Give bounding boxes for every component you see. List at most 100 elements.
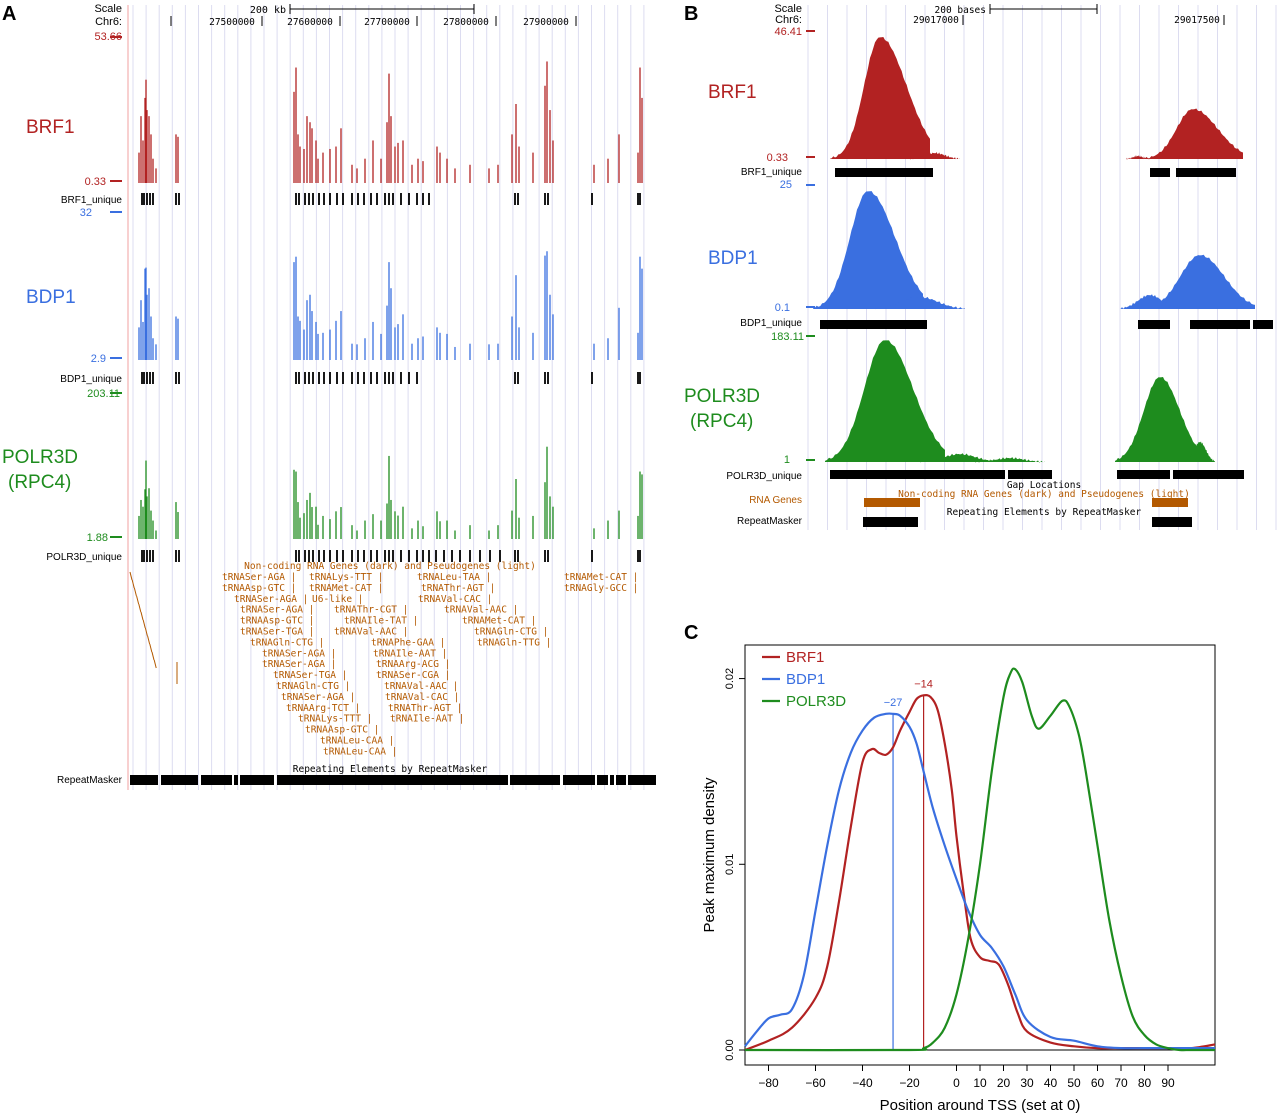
rna-tick — [142, 619, 146, 629]
signal-peak — [910, 152, 960, 160]
panel-b: B Scale Chr6: 200 bases 29017000 29017500… — [684, 3, 1277, 530]
panel-a-scale-label: Scale — [94, 3, 122, 15]
x-tick-label: −60 — [805, 1076, 826, 1090]
a-rna-header: Non-coding RNA Genes (dark) and Pseudoge… — [244, 561, 536, 572]
unique-block — [1173, 470, 1244, 479]
annotation-label: −27 — [884, 697, 903, 709]
repeat-block — [863, 517, 918, 527]
a-bdp1-min: 2.9 — [91, 353, 106, 365]
repeat-block — [616, 775, 626, 785]
x-tick-label: 30 — [1020, 1076, 1034, 1090]
a-rna-left-ticks — [129, 571, 178, 684]
x-tick-label: 0 — [953, 1076, 960, 1090]
a-polr3d-max: 203.11 — [87, 388, 120, 400]
rna-gene-label: tRNASer-AGA | — [262, 659, 336, 670]
b-coord-label: 29017500 — [1174, 15, 1220, 26]
b-polr3d-unique-blocks — [830, 470, 1244, 479]
signal-peak — [813, 191, 923, 309]
a-brf1-unique-marks — [141, 193, 641, 205]
series-line-bdp1 — [744, 712, 1215, 1050]
legend-label: BRF1 — [786, 649, 824, 666]
x-tick-label: −20 — [899, 1076, 920, 1090]
rna-tick — [131, 579, 135, 589]
panel-a: A Scale Chr6: 200 kb 27500000 27600000 277… — [2, 3, 656, 790]
rna-gene-label: tRNAVal-AAC | — [444, 605, 518, 616]
a-polr3d-name-1: POLR3D — [2, 447, 78, 468]
a-bdp1-name: BDP1 — [26, 287, 76, 308]
a-brf1-name: BRF1 — [26, 117, 75, 138]
rna-tick — [151, 651, 155, 661]
unique-block — [830, 470, 1005, 479]
b-bdp1-signal — [813, 191, 1255, 310]
rna-gene-label: tRNAArg-ACG | — [376, 659, 450, 670]
rna-tick — [153, 659, 157, 669]
panel-b-scale-label: Scale — [774, 3, 802, 15]
signal-peak — [1126, 155, 1150, 160]
b-bdp1-unique-label: BDP1_unique — [740, 318, 802, 329]
rna-gene-label: tRNAIle-TAT | — [344, 616, 418, 627]
unique-block — [1138, 320, 1170, 329]
x-tick-label: −40 — [852, 1076, 873, 1090]
chart-x-axis-title: Position around TSS (set at 0) — [880, 1097, 1081, 1114]
a-brf1-unique-label: BRF1_unique — [61, 195, 123, 206]
x-tick-label: 40 — [1044, 1076, 1058, 1090]
chart-plot: −80 −60 −40 −20 0 10 20 30 40 50 60 70 80 90 0.00 0.01 0… — [724, 667, 1216, 1090]
rna-gene-label: tRNAGln-TTG | — [477, 637, 551, 648]
unique-block — [1190, 320, 1250, 329]
b-rna-label: RNA Genes — [749, 495, 802, 506]
rna-gene-label: tRNASer-AGA | — [234, 594, 308, 605]
y-tick-label: 0.01 — [724, 854, 736, 875]
b-coord-label: 29017000 — [913, 15, 959, 26]
y-tick-label: 0.00 — [724, 1039, 736, 1060]
panel-c: C −80 −60 −40 −20 0 10 20 30 40 50 60 70 80 90 0.00 0.0… — [684, 622, 1216, 1114]
a-bdp1-signal — [138, 251, 643, 360]
b-bdp1-unique-blocks — [820, 320, 1273, 329]
rna-gene-label: tRNAMet-CAT | — [309, 583, 383, 594]
rna-gene-label: tRNALeu-CAA | — [320, 736, 394, 747]
rna-gene-label: tRNALeu-CAA | — [323, 746, 397, 757]
x-tick-label: 70 — [1114, 1076, 1128, 1090]
x-tick-label: 60 — [1091, 1076, 1105, 1090]
repeat-block — [201, 775, 232, 785]
panel-a-chrom-label: Chr6: — [95, 16, 122, 28]
series-line-brf1 — [744, 693, 1216, 1052]
signal-peak — [975, 457, 1045, 463]
rna-gene-label: tRNASer-TGA | — [240, 627, 314, 638]
rna-tick — [138, 603, 142, 613]
rna-gene-label: tRNAIle-AAT | — [373, 648, 447, 659]
repeat-block — [240, 775, 274, 785]
repeat-block — [610, 775, 614, 785]
repeat-block — [563, 775, 595, 785]
rna-gene-label: tRNAArg-TCT | — [286, 703, 360, 714]
a-brf1-signal — [138, 61, 643, 183]
signal-peak — [1143, 108, 1243, 160]
rna-gene-label: tRNAMet-CAT | — [462, 616, 536, 627]
b-gap-header: Gap Locations — [1007, 480, 1081, 491]
rna-tick — [147, 635, 151, 645]
rna-gene-label: tRNASer-AGA | — [222, 572, 296, 583]
rna-gene-block — [1152, 498, 1188, 507]
a-bdp1-max: 32 — [80, 207, 92, 219]
b-rna-header: Non-coding RNA Genes (dark) and Pseudoge… — [898, 489, 1190, 500]
signal-peak — [875, 296, 965, 310]
rna-gene-label: tRNAThr-CGT | — [334, 605, 408, 616]
repeat-block — [1152, 517, 1192, 527]
b-polr3d-name-1: POLR3D — [684, 386, 760, 407]
a-polr3d-min: 1.88 — [87, 532, 108, 544]
rna-gene-label: tRNALeu-TAA | — [417, 572, 491, 583]
x-tick-label: 80 — [1138, 1076, 1152, 1090]
a-polr3d-unique-label: POLR3D_unique — [46, 552, 122, 563]
rna-gene-block — [864, 498, 920, 507]
x-tick-label: 10 — [973, 1076, 987, 1090]
unique-block — [820, 320, 927, 329]
repeat-block — [277, 775, 508, 785]
panel-a-coordinates: 27500000 27600000 27700000 27800000 27900000 — [170, 16, 577, 28]
x-tick-label: 20 — [997, 1076, 1011, 1090]
rna-gene-label: tRNASer-AGA | — [240, 605, 314, 616]
b-brf1-signal — [830, 37, 1243, 160]
a-coord-label: 27600000 — [287, 17, 333, 28]
b-brf1-max: 46.41 — [774, 26, 802, 38]
rna-gene-label: tRNAAsp-GTC | — [222, 583, 296, 594]
a-repeat-blocks — [130, 775, 656, 785]
